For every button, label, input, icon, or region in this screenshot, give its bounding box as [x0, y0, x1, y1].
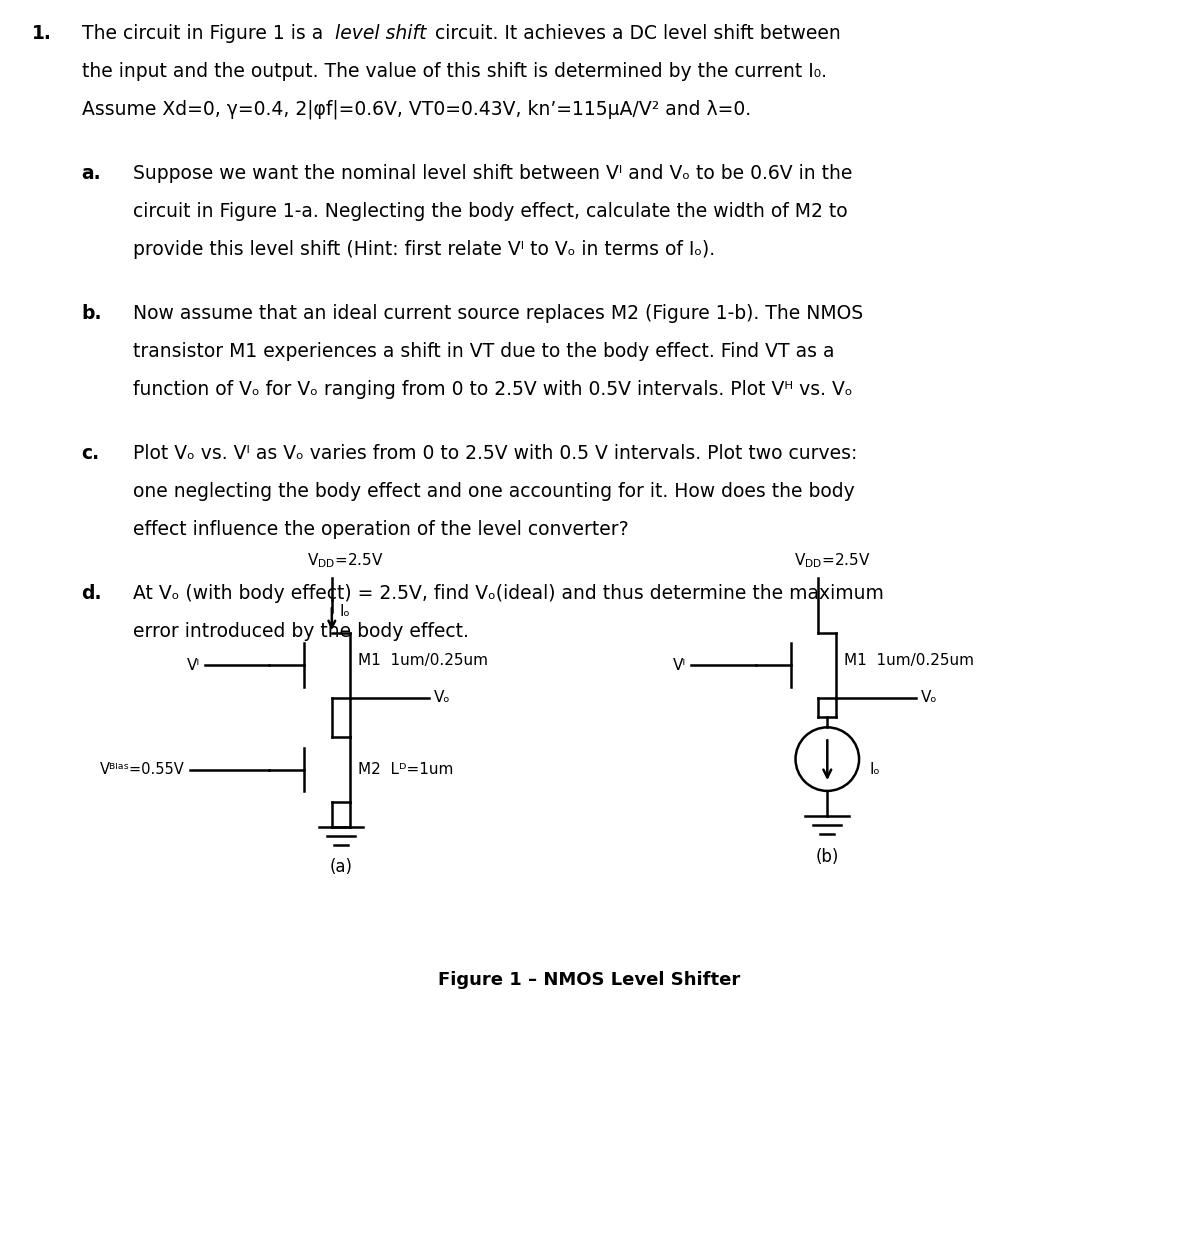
- Text: b.: b.: [81, 304, 102, 323]
- Text: Assume Xd=0, γ=0.4, 2|φf|=0.6V, VT0=0.43V, kn’=115μA/V² and λ=0.: Assume Xd=0, γ=0.4, 2|φf|=0.6V, VT0=0.43…: [81, 99, 750, 120]
- Text: Plot Vₒ vs. Vᴵ as Vₒ varies from 0 to 2.5V with 0.5 V intervals. Plot two curves: Plot Vₒ vs. Vᴵ as Vₒ varies from 0 to 2.…: [133, 444, 858, 463]
- Text: the input and the output. The value of this shift is determined by the current I: the input and the output. The value of t…: [81, 62, 827, 81]
- Text: Suppose we want the nominal level shift between Vᴵ and Vₒ to be 0.6V in the: Suppose we want the nominal level shift …: [133, 164, 853, 184]
- Text: Figure 1 – NMOS Level Shifter: Figure 1 – NMOS Level Shifter: [438, 971, 740, 989]
- Text: V$_{\mathregular{DD}}$=2.5V: V$_{\mathregular{DD}}$=2.5V: [794, 552, 871, 570]
- Text: M1  1um/0.25um: M1 1um/0.25um: [845, 653, 974, 668]
- Text: M2  Lᴰ=1um: M2 Lᴰ=1um: [358, 762, 454, 777]
- Text: (b): (b): [815, 848, 839, 866]
- Text: Vᴵ: Vᴵ: [186, 658, 200, 673]
- Text: M1  1um/0.25um: M1 1um/0.25um: [358, 653, 488, 668]
- Text: d.: d.: [81, 584, 102, 604]
- Text: c.: c.: [81, 444, 100, 463]
- Text: provide this level shift (Hint: first relate Vᴵ to Vₒ in terms of Iₒ).: provide this level shift (Hint: first re…: [133, 239, 715, 259]
- Text: Iₒ: Iₒ: [339, 604, 351, 619]
- Text: effect influence the operation of the level converter?: effect influence the operation of the le…: [133, 520, 629, 538]
- Text: Now assume that an ideal current source replaces M2 (Figure 1-b). The NMOS: Now assume that an ideal current source …: [133, 304, 863, 323]
- Text: error introduced by the body effect.: error introduced by the body effect.: [133, 621, 469, 642]
- Text: function of Vₒ for Vₒ ranging from 0 to 2.5V with 0.5V intervals. Plot Vᴴ vs. Vₒ: function of Vₒ for Vₒ ranging from 0 to …: [133, 380, 853, 399]
- Text: one neglecting the body effect and one accounting for it. How does the body: one neglecting the body effect and one a…: [133, 482, 855, 501]
- Text: V$_{\mathregular{DD}}$=2.5V: V$_{\mathregular{DD}}$=2.5V: [307, 552, 384, 570]
- Text: Iₒ: Iₒ: [869, 761, 880, 776]
- Text: 1.: 1.: [32, 24, 52, 43]
- Text: Vₒ: Vₒ: [435, 691, 451, 704]
- Text: a.: a.: [81, 164, 101, 184]
- Text: circuit in Figure 1-a. Neglecting the body effect, calculate the width of M2 to: circuit in Figure 1-a. Neglecting the bo…: [133, 201, 848, 221]
- Text: transistor M1 experiences a shift in VT due to the body effect. Find VT as a: transistor M1 experiences a shift in VT …: [133, 342, 835, 361]
- Text: circuit. It achieves a DC level shift between: circuit. It achieves a DC level shift be…: [429, 24, 841, 43]
- Text: Vₒ: Vₒ: [921, 691, 938, 704]
- Text: The circuit in Figure 1 is a: The circuit in Figure 1 is a: [81, 24, 329, 43]
- Text: (a): (a): [330, 858, 352, 877]
- Text: Vᴵ: Vᴵ: [673, 658, 687, 673]
- Text: At Vₒ (with body effect) = 2.5V, find Vₒ(ideal) and thus determine the maximum: At Vₒ (with body effect) = 2.5V, find Vₒ…: [133, 584, 885, 604]
- Text: level shift: level shift: [335, 24, 426, 43]
- Text: Vᴮᴵᵃˢ=0.55V: Vᴮᴵᵃˢ=0.55V: [100, 762, 185, 777]
